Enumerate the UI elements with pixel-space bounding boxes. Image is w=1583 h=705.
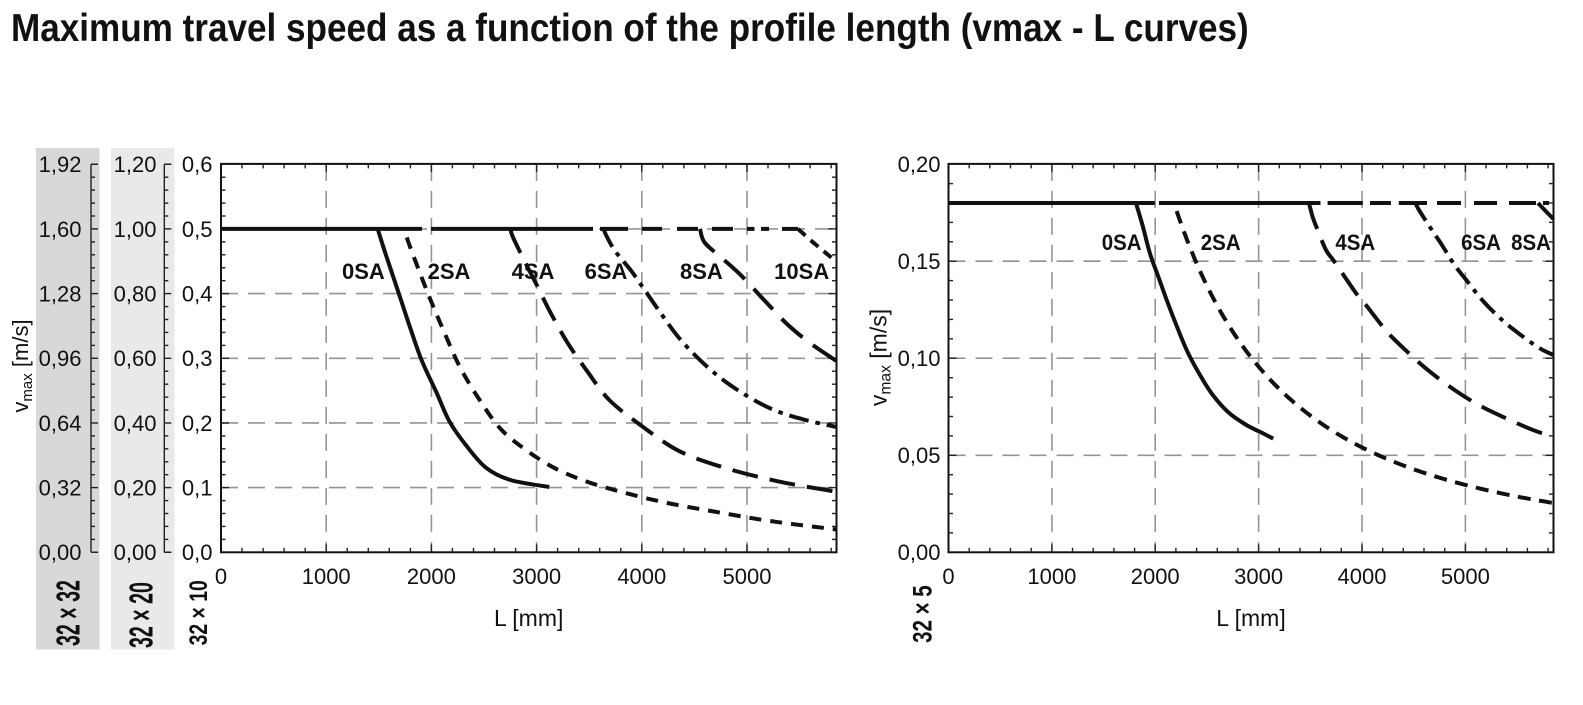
svg-text:1,20: 1,20 [114,152,157,177]
svg-text:0,00: 0,00 [898,540,941,565]
svg-text:0,1: 0,1 [182,476,213,501]
svg-text:4000: 4000 [1338,564,1387,589]
svg-text:L [mm]: L [mm] [1216,605,1285,631]
svg-text:3000: 3000 [1234,564,1283,589]
svg-text:2000: 2000 [1131,564,1180,589]
svg-text:0,20: 0,20 [114,476,157,501]
svg-text:0SA: 0SA [1102,230,1142,255]
svg-text:1,28: 1,28 [39,282,82,307]
svg-text:1000: 1000 [302,564,351,589]
svg-text:vmax [m/s]: vmax [m/s] [865,309,894,406]
svg-text:0: 0 [942,564,954,589]
svg-text:0,4: 0,4 [182,282,213,307]
svg-text:L [mm]: L [mm] [494,605,563,631]
svg-text:0,96: 0,96 [39,346,82,371]
svg-text:5000: 5000 [723,564,772,589]
svg-text:1,92: 1,92 [39,152,82,177]
svg-text:2000: 2000 [407,564,456,589]
svg-text:2SA: 2SA [428,259,471,284]
svg-text:Maximum travel speed as a func: Maximum travel speed as a function of th… [11,7,1249,50]
svg-text:0,3: 0,3 [182,346,213,371]
svg-text:2SA: 2SA [1201,230,1241,255]
svg-text:0,00: 0,00 [39,540,82,565]
svg-text:0,40: 0,40 [114,411,157,436]
svg-text:0,10: 0,10 [898,346,941,371]
svg-text:10SA: 10SA [774,259,829,284]
svg-text:0,80: 0,80 [114,282,157,307]
svg-text:vmax [m/s]: vmax [m/s] [8,319,36,412]
svg-text:8SA: 8SA [1511,230,1551,255]
svg-text:5000: 5000 [1441,564,1490,589]
svg-text:0,0: 0,0 [182,540,213,565]
svg-text:6SA: 6SA [1461,230,1501,255]
svg-text:0,5: 0,5 [182,217,213,242]
svg-text:0,2: 0,2 [182,411,213,436]
svg-text:0,6: 0,6 [182,152,213,177]
svg-text:4SA: 4SA [1335,230,1375,255]
svg-text:1000: 1000 [1027,564,1076,589]
svg-text:1,00: 1,00 [114,217,157,242]
svg-text:0: 0 [215,564,227,589]
svg-text:6SA: 6SA [585,259,628,284]
svg-text:4SA: 4SA [512,259,555,284]
svg-text:32 × 32: 32 × 32 [49,580,87,646]
svg-text:0,05: 0,05 [898,443,941,468]
svg-text:3000: 3000 [512,564,561,589]
svg-text:4000: 4000 [617,564,666,589]
svg-text:0,60: 0,60 [114,346,157,371]
svg-text:1,60: 1,60 [39,217,82,242]
svg-text:32 × 5: 32 × 5 [908,585,938,643]
svg-text:0,20: 0,20 [898,152,941,177]
svg-text:0,64: 0,64 [39,411,82,436]
svg-text:0SA: 0SA [342,259,385,284]
svg-text:32 × 20: 32 × 20 [122,582,160,648]
svg-text:0,15: 0,15 [898,249,941,274]
svg-text:8SA: 8SA [680,259,723,284]
svg-text:0,32: 0,32 [39,476,82,501]
svg-text:32 × 10: 32 × 10 [185,580,213,645]
svg-text:0,00: 0,00 [114,540,157,565]
